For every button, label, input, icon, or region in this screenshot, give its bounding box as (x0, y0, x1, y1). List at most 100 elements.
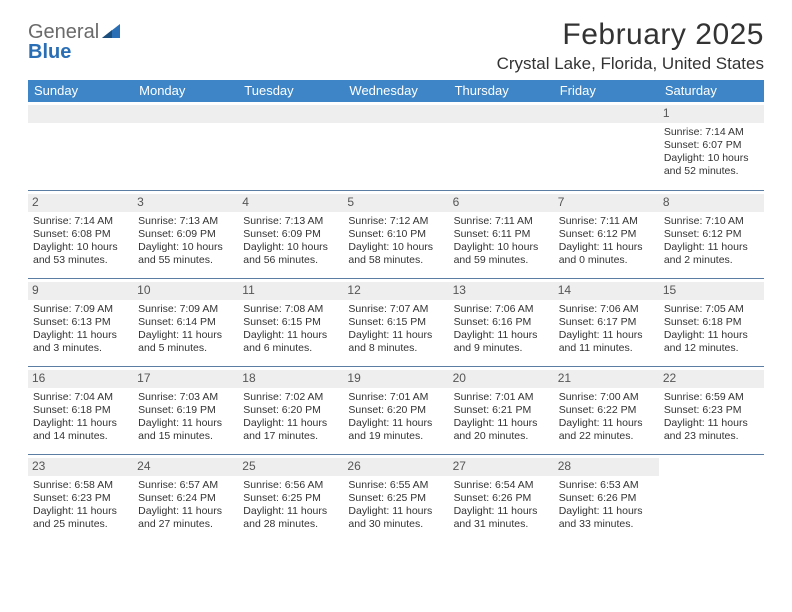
day-info-line: Sunrise: 6:57 AM (138, 479, 233, 492)
day-info: Sunrise: 7:08 AMSunset: 6:15 PMDaylight:… (243, 303, 338, 356)
day-info-line: Sunset: 6:14 PM (138, 316, 233, 329)
day-info-line: Sunrise: 7:10 AM (664, 215, 759, 228)
day-info-line: Sunset: 6:25 PM (348, 492, 443, 505)
day-info-line: Sunset: 6:20 PM (348, 404, 443, 417)
day-info-line: and 3 minutes. (33, 342, 128, 355)
weekday-label: Monday (133, 80, 238, 102)
calendar-cell: 18Sunrise: 7:02 AMSunset: 6:20 PMDayligh… (238, 366, 343, 454)
day-info: Sunrise: 6:54 AMSunset: 6:26 PMDaylight:… (454, 479, 549, 532)
day-info-line: Sunrise: 7:06 AM (559, 303, 654, 316)
day-info-line: Sunrise: 7:02 AM (243, 391, 338, 404)
day-info-line: and 22 minutes. (559, 430, 654, 443)
day-info-line: Sunrise: 6:53 AM (559, 479, 654, 492)
day-info-line: and 6 minutes. (243, 342, 338, 355)
day-info-line: Sunrise: 7:14 AM (664, 126, 759, 139)
day-info-line: Daylight: 11 hours (559, 417, 654, 430)
day-info: Sunrise: 7:10 AMSunset: 6:12 PMDaylight:… (664, 215, 759, 268)
header: General Blue February 2025 Crystal Lake,… (28, 18, 764, 74)
day-info-line: Daylight: 11 hours (348, 329, 443, 342)
day-info-line: and 28 minutes. (243, 518, 338, 531)
calendar-cell: 19Sunrise: 7:01 AMSunset: 6:20 PMDayligh… (343, 366, 448, 454)
day-info-line: Daylight: 11 hours (664, 241, 759, 254)
calendar-cell: 5Sunrise: 7:12 AMSunset: 6:10 PMDaylight… (343, 190, 448, 278)
day-number: 25 (238, 458, 343, 476)
day-info-line: Daylight: 10 hours (664, 152, 759, 165)
day-number: . (554, 105, 659, 123)
calendar-cell: 4Sunrise: 7:13 AMSunset: 6:09 PMDaylight… (238, 190, 343, 278)
day-info-line: Daylight: 10 hours (138, 241, 233, 254)
calendar-cell: 14Sunrise: 7:06 AMSunset: 6:17 PMDayligh… (554, 278, 659, 366)
day-number: . (133, 105, 238, 123)
day-info-line: Sunrise: 7:01 AM (348, 391, 443, 404)
day-info-line: and 19 minutes. (348, 430, 443, 443)
day-info-line: Daylight: 11 hours (664, 417, 759, 430)
day-info: Sunrise: 7:14 AMSunset: 6:07 PMDaylight:… (664, 126, 759, 179)
day-info-line: Sunrise: 7:00 AM (559, 391, 654, 404)
day-info: Sunrise: 7:04 AMSunset: 6:18 PMDaylight:… (33, 391, 128, 444)
day-number: 16 (28, 370, 133, 388)
day-info: Sunrise: 7:12 AMSunset: 6:10 PMDaylight:… (348, 215, 443, 268)
day-info-line: Sunset: 6:15 PM (348, 316, 443, 329)
day-number: 20 (449, 370, 554, 388)
day-info-line: Sunrise: 7:05 AM (664, 303, 759, 316)
calendar-cell: . (554, 102, 659, 190)
day-info: Sunrise: 7:13 AMSunset: 6:09 PMDaylight:… (138, 215, 233, 268)
day-info-line: Sunrise: 7:03 AM (138, 391, 233, 404)
day-info-line: Daylight: 11 hours (138, 329, 233, 342)
day-info: Sunrise: 6:56 AMSunset: 6:25 PMDaylight:… (243, 479, 338, 532)
day-info: Sunrise: 7:01 AMSunset: 6:20 PMDaylight:… (348, 391, 443, 444)
day-info-line: Sunset: 6:08 PM (33, 228, 128, 241)
day-info: Sunrise: 6:58 AMSunset: 6:23 PMDaylight:… (33, 479, 128, 532)
day-number: 8 (659, 194, 764, 212)
day-info-line: Daylight: 11 hours (454, 417, 549, 430)
day-number: 17 (133, 370, 238, 388)
day-info-line: Daylight: 11 hours (559, 329, 654, 342)
day-info-line: and 27 minutes. (138, 518, 233, 531)
day-info-line: and 58 minutes. (348, 254, 443, 267)
day-info: Sunrise: 6:57 AMSunset: 6:24 PMDaylight:… (138, 479, 233, 532)
day-info-line: Daylight: 11 hours (138, 417, 233, 430)
day-info: Sunrise: 6:59 AMSunset: 6:23 PMDaylight:… (664, 391, 759, 444)
day-info-line: Sunset: 6:25 PM (243, 492, 338, 505)
calendar-cell: 27Sunrise: 6:54 AMSunset: 6:26 PMDayligh… (449, 454, 554, 542)
day-info-line: Sunrise: 6:59 AM (664, 391, 759, 404)
day-info-line: Sunrise: 6:54 AM (454, 479, 549, 492)
day-info-line: Daylight: 10 hours (454, 241, 549, 254)
day-info-line: Sunset: 6:07 PM (664, 139, 759, 152)
day-number: 28 (554, 458, 659, 476)
day-info-line: and 5 minutes. (138, 342, 233, 355)
title-block: February 2025 Crystal Lake, Florida, Uni… (497, 18, 764, 74)
day-info-line: and 0 minutes. (559, 254, 654, 267)
day-info-line: Sunset: 6:15 PM (243, 316, 338, 329)
day-info-line: Daylight: 10 hours (33, 241, 128, 254)
calendar-cell: 22 Sunrise: 6:59 AMSunset: 6:23 PMDayligh… (659, 366, 764, 454)
day-info: Sunrise: 7:01 AMSunset: 6:21 PMDaylight:… (454, 391, 549, 444)
calendar-cell: 21Sunrise: 7:00 AMSunset: 6:22 PMDayligh… (554, 366, 659, 454)
day-info-line: Sunset: 6:18 PM (33, 404, 128, 417)
day-info: Sunrise: 7:13 AMSunset: 6:09 PMDaylight:… (243, 215, 338, 268)
calendar-cell: . (28, 102, 133, 190)
day-info-line: Sunset: 6:09 PM (138, 228, 233, 241)
day-info-line: Sunrise: 6:56 AM (243, 479, 338, 492)
weekday-label: Thursday (449, 80, 554, 102)
day-number: 6 (449, 194, 554, 212)
weekday-label: Wednesday (343, 80, 448, 102)
calendar-cell: 28Sunrise: 6:53 AMSunset: 6:26 PMDayligh… (554, 454, 659, 542)
day-info-line: Daylight: 11 hours (243, 417, 338, 430)
day-info-line: Sunrise: 6:58 AM (33, 479, 128, 492)
day-number: 22 (659, 370, 764, 388)
day-info-line: Sunrise: 7:12 AM (348, 215, 443, 228)
day-info-line: Daylight: 11 hours (559, 241, 654, 254)
weekday-label: Friday (554, 80, 659, 102)
day-info-line: Daylight: 11 hours (664, 329, 759, 342)
day-info: Sunrise: 7:11 AMSunset: 6:11 PMDaylight:… (454, 215, 549, 268)
day-number: 1 (659, 105, 764, 123)
day-number: . (238, 105, 343, 123)
logo-word-2: Blue (28, 41, 71, 63)
day-info-line: and 59 minutes. (454, 254, 549, 267)
calendar-cell: 9Sunrise: 7:09 AMSunset: 6:13 PMDaylight… (28, 278, 133, 366)
day-info-line: Sunset: 6:22 PM (559, 404, 654, 417)
day-number: 9 (28, 282, 133, 300)
day-info-line: and 30 minutes. (348, 518, 443, 531)
logo-triangle-icon (102, 24, 120, 38)
